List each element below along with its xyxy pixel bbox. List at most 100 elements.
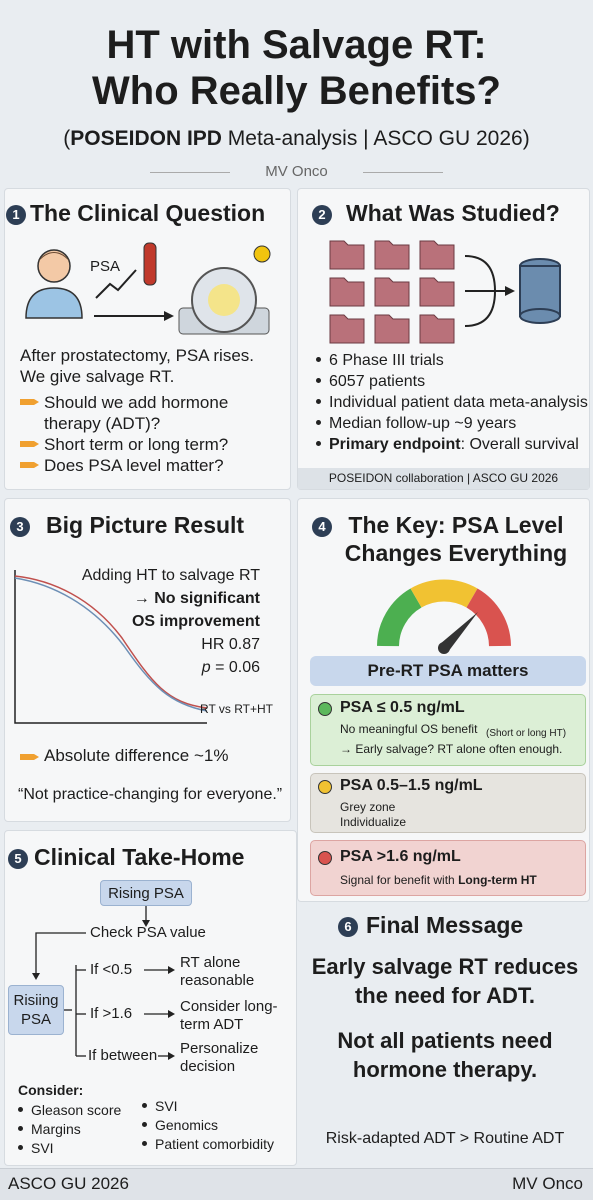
- level-dot: [318, 702, 332, 716]
- section-number: 6: [338, 917, 358, 937]
- panel: [4, 498, 291, 822]
- bullet-text: Median follow-up ~9 years: [329, 415, 517, 432]
- subtitle-part: (: [63, 127, 71, 150]
- bullet-dot: [18, 1145, 23, 1150]
- consider-item: Gleason score: [16, 1101, 121, 1120]
- section-number: 4: [312, 517, 332, 537]
- subtitle-part: Meta-analysis | ASCO GU 2026): [221, 127, 530, 150]
- closing: Risk-adapted ADT > Routine ADT: [325, 1130, 565, 1147]
- bullet-dot: [142, 1122, 147, 1127]
- level-box: [310, 840, 586, 896]
- question: Should we add hormone therapy (ADT)?: [20, 392, 285, 434]
- bullet-dot: [316, 357, 321, 362]
- title-line: HT with Salvage RT:: [106, 23, 487, 67]
- bullet-text: 6 Phase III trials: [329, 352, 444, 369]
- bullet-dot: [142, 1103, 147, 1108]
- rule: [150, 172, 230, 173]
- section-title: Final Message: [366, 912, 524, 938]
- level-text: Signal for benefit with: [340, 873, 459, 887]
- panel-footer: POSEIDON collaboration | ASCO GU 2026: [298, 468, 589, 489]
- result: Adding HT to salvage RT → No significant…: [60, 564, 260, 679]
- level-line: Individualize: [340, 815, 407, 829]
- footer: [0, 1168, 593, 1200]
- rule: [363, 172, 443, 173]
- curve-label: RT vs RT+HT: [200, 702, 274, 716]
- illustration: [329, 240, 561, 344]
- bullet: 6057 patients: [314, 371, 588, 392]
- pointer-icon: [20, 399, 39, 405]
- section-number: 1: [6, 205, 26, 225]
- subtitle-part: POSEIDON IPD: [70, 127, 222, 150]
- flow-step: Check PSA value: [90, 924, 206, 941]
- section-number: 3: [10, 517, 30, 537]
- consider-list: Gleason score Margins SVI: [16, 1101, 121, 1158]
- consider-item: SVI: [16, 1139, 121, 1158]
- question-text: Short term or long term?: [44, 435, 229, 454]
- bullet-dot: [18, 1126, 23, 1131]
- bullet: 6 Phase III trials: [314, 350, 588, 371]
- hazard-ratio: HR 0.87: [201, 636, 260, 653]
- bullet-dot: [316, 399, 321, 404]
- title: HT with Salvage RT: Who Really Benefits?: [0, 22, 593, 114]
- section-title: The Clinical Question: [30, 200, 266, 226]
- level-dot: [318, 780, 332, 794]
- flow-lines: [32, 906, 175, 1060]
- bullet-text: Individual patient data meta-analysis: [329, 394, 588, 411]
- section-number: 5: [8, 849, 28, 869]
- survival-curves: [14, 570, 208, 724]
- p-number: = 0.06: [210, 659, 260, 676]
- consider-text: Patient comorbidity: [155, 1136, 275, 1152]
- consider-text: Genomics: [155, 1117, 219, 1133]
- level-line: No meaningful OS benefit: [340, 722, 478, 736]
- author: MV Onco: [265, 163, 328, 180]
- question-list: Should we add hormone therapy (ADT)? Sho…: [20, 392, 285, 476]
- question: Short term or long term?: [20, 434, 285, 455]
- bullet-dot: [316, 378, 321, 383]
- message: Not all patients need hormone therapy.: [337, 1028, 553, 1082]
- question-text: Does PSA level matter?: [44, 456, 224, 475]
- p-value: p = 0.06: [60, 656, 260, 679]
- action: Consider long-term ADT: [180, 998, 278, 1033]
- bullet-dot: [142, 1141, 147, 1146]
- result-lead: Adding HT to salvage RT: [81, 567, 260, 584]
- message: Early salvage RT reduces the need for AD…: [311, 954, 579, 1008]
- gauge: [377, 579, 511, 654]
- endpoint-label: Primary endpoint: [329, 436, 461, 453]
- condition: If >1.6: [90, 1005, 133, 1022]
- question-text: Should we add hormone therapy (ADT)?: [44, 393, 229, 433]
- title-line: Who Really Benefits?: [92, 69, 501, 113]
- section-title: The Key: PSA Level Changes Everything: [344, 512, 568, 566]
- consider-item: SVI: [140, 1097, 274, 1116]
- level-line: Grey zone: [340, 800, 396, 814]
- consider-text: Gleason score: [31, 1102, 122, 1118]
- level-box: [310, 773, 586, 833]
- image-label: PSA: [90, 258, 121, 275]
- consider-text: SVI: [31, 1140, 54, 1156]
- consider-text: SVI: [155, 1098, 178, 1114]
- bullet-dot: [316, 441, 321, 446]
- bullet-text: 6057 patients: [329, 373, 426, 390]
- action: Personalize decision: [180, 1040, 259, 1075]
- level-bold: Long-term HT: [458, 873, 537, 887]
- section-title: What Was Studied?: [346, 200, 560, 226]
- bullet: Median follow-up ~9 years: [314, 413, 588, 434]
- level-dot: [318, 851, 332, 865]
- consider-text: Margins: [31, 1121, 81, 1137]
- bullet: Individual patient data meta-analysis: [314, 392, 588, 413]
- subtitle: (POSEIDON IPD Meta-analysis | ASCO GU 20…: [0, 127, 593, 151]
- level-label: PSA 0.5–1.5 ng/mL: [340, 777, 483, 794]
- action: RT alone reasonable: [180, 954, 255, 989]
- bullet-list: 6 Phase III trials 6057 patients Individ…: [314, 350, 588, 455]
- level-label: PSA ≤ 0.5 ng/mL: [340, 699, 465, 716]
- bullet: Primary endpoint: Overall survival: [314, 434, 588, 455]
- result-bold: → No significant OS improvement: [131, 590, 260, 630]
- footer-left: ASCO GU 2026: [8, 1174, 129, 1193]
- intro: After prostatectomy, PSA rises. We give …: [20, 346, 254, 386]
- illustration: [25, 242, 271, 335]
- section-title: Big Picture Result: [46, 512, 245, 538]
- consider-item: Genomics: [140, 1116, 274, 1135]
- consider-list: SVI Genomics Patient comorbidity: [140, 1097, 274, 1154]
- consider-item: Patient comorbidity: [140, 1135, 274, 1154]
- level-line: Signal for benefit with Long-term HT: [340, 873, 537, 887]
